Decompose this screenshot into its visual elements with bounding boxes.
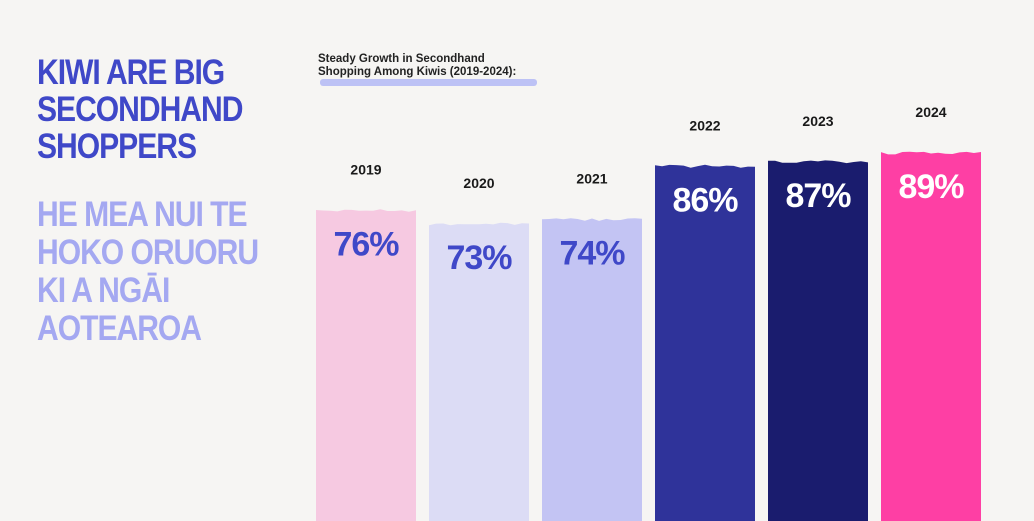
chart-title-line-1: Steady Growth in Secondhand <box>318 53 485 65</box>
value-label-2024: 89% <box>898 168 964 206</box>
year-label-2020: 2020 <box>463 175 494 191</box>
bar-2019 <box>316 209 416 521</box>
bar-2021 <box>542 218 642 521</box>
value-label-2023: 87% <box>785 177 851 215</box>
bar-2023 <box>768 160 868 521</box>
chart-title-line-2: Shopping Among Kiwis (2019-2024): <box>318 66 517 78</box>
chart-title-highlight <box>320 79 537 86</box>
bar-2024 <box>881 151 981 521</box>
year-label-2023: 2023 <box>802 113 833 129</box>
year-label-2022: 2022 <box>689 117 720 133</box>
year-label-2019: 2019 <box>350 162 381 178</box>
value-label-2021: 74% <box>559 235 625 273</box>
year-label-2021: 2021 <box>576 171 607 187</box>
value-label-2022: 86% <box>672 181 738 219</box>
value-label-2019: 76% <box>333 226 399 264</box>
year-label-2024: 2024 <box>915 104 946 120</box>
bar-2020 <box>429 222 529 521</box>
value-label-2020: 73% <box>446 239 512 277</box>
bar-2022 <box>655 164 755 521</box>
subheadline: HE MEA NUI TE HOKO ORUORU KI A NGĀI AOTE… <box>37 195 259 348</box>
headline: KIWI ARE BIG SECONDHAND SHOPPERS <box>37 53 243 166</box>
chart-title: Steady Growth in Secondhand Shopping Amo… <box>318 53 516 79</box>
